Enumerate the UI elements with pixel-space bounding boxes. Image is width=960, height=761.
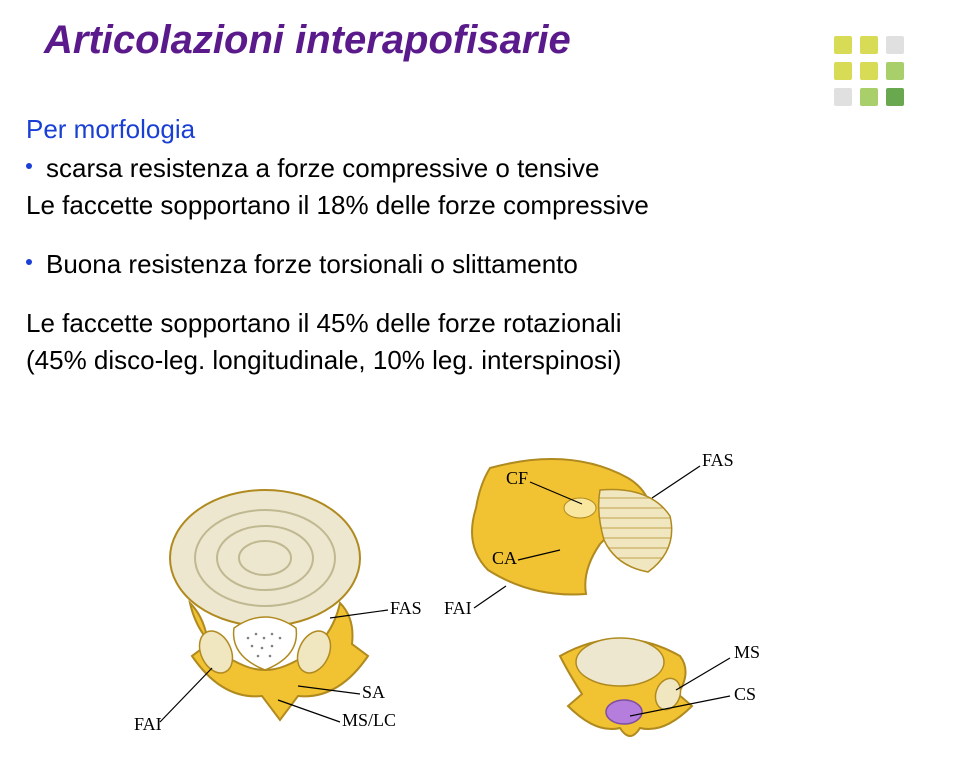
bullet-icon bbox=[26, 163, 32, 169]
body-text: Per morfologia scarsa resistenza a forze… bbox=[26, 112, 686, 379]
label-sa: SA bbox=[362, 682, 385, 703]
anatomy-figure: FAS SA MS/LC FAI CF CA FAI FAS MS CS bbox=[130, 438, 830, 738]
bullet-icon bbox=[26, 259, 32, 265]
label-ms: MS bbox=[734, 642, 760, 663]
body-line-2b: (45% disco-leg. longitudinale, 10% leg. … bbox=[26, 343, 686, 378]
label-mslc: MS/LC bbox=[342, 710, 396, 731]
label-cf: CF bbox=[506, 468, 528, 489]
label-fas-left: FAS bbox=[390, 598, 422, 619]
subheading-1: Per morfologia bbox=[26, 112, 686, 147]
body-line-1: Le faccette sopportano il 18% delle forz… bbox=[26, 188, 686, 223]
label-cs: CS bbox=[734, 684, 756, 705]
corner-dots bbox=[834, 36, 906, 108]
label-fai-left: FAI bbox=[134, 714, 162, 735]
label-fas-right: FAS bbox=[702, 450, 734, 471]
anatomy-svg bbox=[130, 438, 830, 738]
bullet-text-1: scarsa resistenza a forze compressive o … bbox=[46, 151, 599, 186]
label-ca: CA bbox=[492, 548, 517, 569]
label-fai-mid: FAI bbox=[444, 598, 472, 619]
bullet-text-2: Buona resistenza forze torsionali o slit… bbox=[46, 247, 578, 282]
body-line-2a: Le faccette sopportano il 45% delle forz… bbox=[26, 306, 686, 341]
slide-title: Articolazioni interapofisarie bbox=[44, 18, 571, 63]
slide: { "title": { "text": "Articolazioni inte… bbox=[0, 0, 960, 761]
